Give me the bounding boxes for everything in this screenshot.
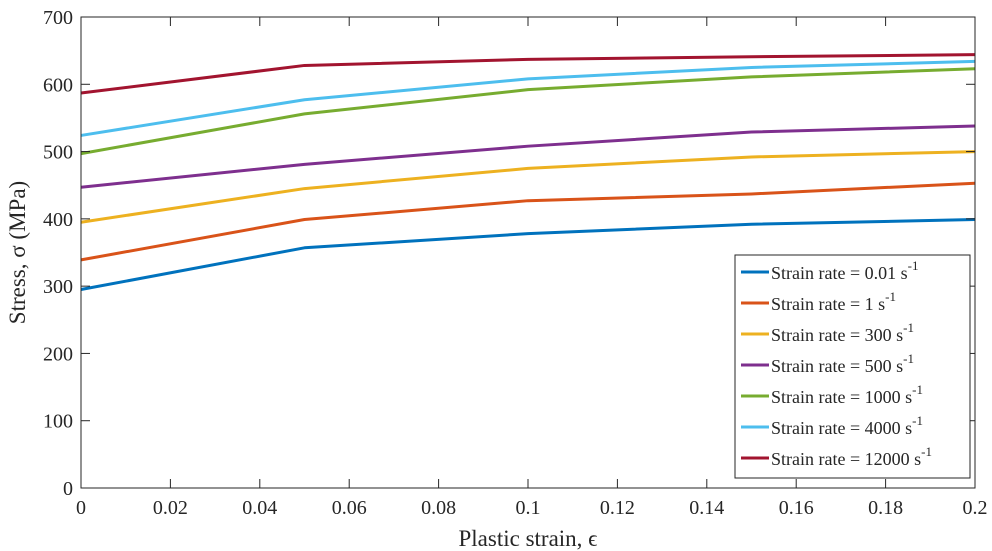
y-tick-label: 300: [43, 276, 73, 298]
legend-label-superscript: -1: [903, 351, 914, 366]
legend-label-text: Strain rate = 4000 s: [771, 418, 912, 438]
y-axis-label: Stress, σ (MPa): [5, 181, 30, 324]
series-line-4: [80, 67, 976, 156]
x-tick-label: 0.02: [153, 497, 188, 519]
axis-ticks: 0 0.02 0.04 0.06 0.08 0.1 0.12 0.14 0.16 0.18 0.2 0…: [43, 7, 988, 519]
y-tick-label: 400: [43, 209, 73, 231]
series-layer: [80, 53, 976, 291]
legend-label-superscript: -1: [903, 320, 914, 335]
x-tick-label: 0.16: [779, 497, 814, 519]
legend-label-superscript: -1: [885, 289, 896, 304]
y-tick-label: 600: [43, 74, 73, 96]
legend-label: Strain rate = 500 s-1: [771, 351, 914, 376]
legend-label-superscript: -1: [921, 444, 932, 459]
legend-label: Strain rate = 0.01 s-1: [771, 258, 918, 283]
y-tick-label: 500: [43, 142, 73, 164]
x-axis-label: Plastic strain, ϵ: [459, 526, 598, 551]
legend-label-text: Strain rate = 0.01 s: [771, 263, 908, 283]
legend-label-text: Strain rate = 300 s: [771, 325, 903, 345]
x-tick-label: 0.18: [868, 497, 903, 519]
x-tick-label: 0.2: [963, 497, 988, 519]
series-line-6: [80, 53, 976, 95]
x-tick-label: 0: [76, 497, 86, 519]
y-tick-label: 700: [43, 7, 73, 29]
series-line-0: [80, 218, 976, 291]
y-tick-label: 0: [63, 478, 73, 500]
legend-label: Strain rate = 300 s-1: [771, 320, 914, 345]
y-tick-label: 200: [43, 343, 73, 365]
legend-label-superscript: -1: [908, 258, 919, 273]
series-line-3: [80, 124, 976, 189]
series-line-2: [80, 150, 976, 224]
y-tick-label: 100: [43, 411, 73, 433]
legend-label: Strain rate = 1000 s-1: [771, 382, 923, 407]
legend-label: Strain rate = 4000 s-1: [771, 413, 923, 438]
legend-box: [734, 254, 971, 479]
legend-label-text: Strain rate = 1 s: [771, 294, 885, 314]
x-tick-label: 0.04: [242, 497, 277, 519]
legend-label: Strain rate = 12000 s-1: [771, 444, 932, 469]
x-tick-label: 0.08: [421, 497, 456, 519]
legend-label-text: Strain rate = 1000 s: [771, 387, 912, 407]
legend-label-text: Strain rate = 12000 s: [771, 449, 921, 469]
legend-label: Strain rate = 1 s-1: [771, 289, 896, 314]
legend-label-superscript: -1: [912, 413, 923, 428]
legend-label-superscript: -1: [912, 382, 923, 397]
legend-label-text: Strain rate = 500 s: [771, 356, 903, 376]
x-tick-label: 0.06: [332, 497, 367, 519]
x-tick-label: 0.14: [689, 497, 724, 519]
x-tick-label: 0.1: [516, 497, 541, 519]
series-line-1: [80, 181, 976, 262]
x-tick-label: 0.12: [600, 497, 635, 519]
series-line-5: [80, 59, 976, 137]
